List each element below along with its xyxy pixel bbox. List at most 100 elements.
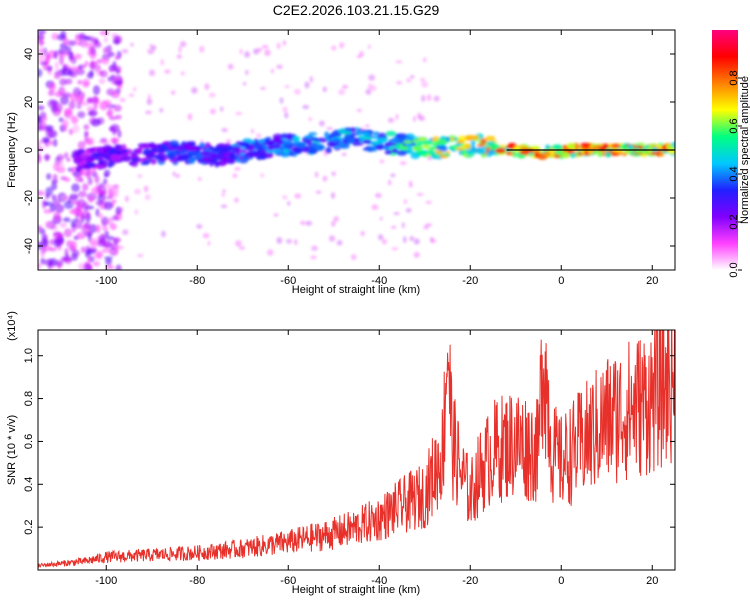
spectrogram-noise-blob xyxy=(104,256,113,261)
spectrogram-noise-blob xyxy=(421,81,429,88)
spectrogram-noise-blob xyxy=(360,230,365,237)
spectrogram-noise-blob xyxy=(51,182,58,191)
spectrogram-noise-blob xyxy=(416,192,424,196)
x-tick-label: 20 xyxy=(646,575,658,587)
spectrogram-noise-blob xyxy=(67,40,77,46)
spectrogram-ridge-blob xyxy=(224,160,236,164)
spectrogram-ridge-blob xyxy=(308,147,318,155)
spectrogram-noise-blob xyxy=(137,173,142,179)
spectrogram-noise-blob xyxy=(112,127,117,136)
spectrogram-noise-blob xyxy=(78,210,84,221)
spectrogram-ridge-blob xyxy=(366,145,375,153)
spectrogram-noise-blob xyxy=(191,86,198,94)
x-tick-label: -20 xyxy=(462,275,478,287)
spectrogram-noise-blob xyxy=(256,133,262,139)
spectrogram-ridge-blob xyxy=(260,153,267,160)
spectrogram-noise-blob xyxy=(234,197,239,203)
spectrogram-noise-blob xyxy=(147,48,155,55)
spectrogram-ridge-blob xyxy=(363,139,372,144)
spectrogram-noise-blob xyxy=(53,50,58,60)
spectrogram-noise-blob xyxy=(112,249,118,255)
spectrogram-ridge-blob xyxy=(472,134,480,141)
spectrogram-noise-blob xyxy=(113,185,119,194)
spectrogram-noise-blob xyxy=(59,78,68,86)
spectrogram-noise-blob xyxy=(46,173,52,180)
spectrogram-noise-blob xyxy=(70,116,79,125)
spectrogram-ridge-blob xyxy=(384,149,393,155)
spectrogram-noise-blob xyxy=(111,199,117,204)
spectrogram-noise-blob xyxy=(54,61,59,71)
snr-series-line xyxy=(38,330,675,568)
spectrogram-noise-blob xyxy=(302,105,310,110)
spectrogram-ridge-blob xyxy=(332,138,340,144)
spectrogram-noise-blob xyxy=(64,247,69,256)
spectrogram-noise-blob xyxy=(53,138,58,147)
spectrogram-noise-blob xyxy=(89,49,97,60)
spectrogram-noise-blob xyxy=(94,175,100,184)
spectrogram-noise-blob xyxy=(356,55,362,59)
spectrogram-ridge-blob xyxy=(140,161,150,166)
spectrogram-noise-blob xyxy=(97,193,106,203)
spectrogram-ridge-blob xyxy=(114,143,122,150)
spectrogram-noise-blob xyxy=(87,256,92,264)
spectrogram-ridge-blob xyxy=(176,146,183,152)
spectrogram-ridge-blob xyxy=(485,135,496,142)
spectrogram-noise-blob xyxy=(93,41,102,48)
spectrogram-noise-blob xyxy=(87,111,96,116)
spectrogram-noise-blob xyxy=(113,238,119,245)
spectrogram-noise-blob xyxy=(227,63,234,70)
spectrogram-noise-blob xyxy=(365,88,372,95)
spectrogram-noise-blob xyxy=(85,249,91,259)
spectrogram-noise-blob xyxy=(253,48,260,55)
spectrogram-noise-blob xyxy=(60,30,67,40)
spectrogram-noise-blob xyxy=(40,250,46,258)
spectrogram-noise-blob xyxy=(101,248,112,254)
spectrogram-noise-blob xyxy=(204,83,210,90)
spectrogram-noise-blob xyxy=(395,60,403,64)
spectrogram-noise-blob xyxy=(58,86,66,96)
spectrogram-noise-blob xyxy=(294,193,302,199)
spectrogram-noise-blob xyxy=(38,105,45,111)
spectrogram-noise-blob xyxy=(47,99,57,108)
spectrogram-ridge-blob xyxy=(413,145,424,150)
spectrogram-noise-blob xyxy=(62,64,68,72)
spectrogram-noise-blob xyxy=(284,85,290,89)
spectrogram-noise-blob xyxy=(54,160,65,168)
spectrogram-ridge-blob xyxy=(108,148,116,155)
spectrogram-noise-blob xyxy=(130,42,134,47)
spectrogram-noise-blob xyxy=(89,224,98,234)
spectrogram-ridge-blob xyxy=(244,152,255,158)
spectrogram-ridge-blob xyxy=(620,144,628,151)
spectrogram-noise-blob xyxy=(74,53,82,60)
spectrogram-noise-blob xyxy=(328,235,336,242)
spectrogram-ridge-blob xyxy=(98,146,104,153)
spectrogram-ridge-blob xyxy=(658,152,665,157)
spectrogram-noise-blob xyxy=(64,78,73,85)
spectrogram-marks xyxy=(38,30,675,270)
spectrogram-ridge-blob xyxy=(254,150,263,155)
spectrogram-noise-blob xyxy=(92,261,100,267)
spectrogram-ridge-blob xyxy=(416,149,428,156)
spectrogram-noise-blob xyxy=(239,48,243,55)
spectrogram-noise-blob xyxy=(402,236,407,244)
spectrogram-noise-blob xyxy=(49,203,56,213)
spectrogram-ridge-blob xyxy=(150,158,157,165)
spectrogram-ridge-blob xyxy=(545,144,551,150)
y-tick-label: 0.2 xyxy=(23,519,35,534)
spectrogram-ridge-blob xyxy=(156,143,162,149)
spectrogram-noise-blob xyxy=(143,185,149,193)
spectrogram-ridge-blob xyxy=(376,137,388,144)
spectrogram-noise-blob xyxy=(38,262,42,269)
spectrogram-noise-blob xyxy=(58,55,64,66)
spectrogram-noise-blob xyxy=(41,238,49,247)
spectrogram-noise-blob xyxy=(420,94,426,102)
spectrogram-noise-blob xyxy=(79,177,84,183)
spectrogram-ridge-blob xyxy=(201,155,212,163)
spectrogram-noise-blob xyxy=(207,240,211,246)
x-tick-label: -60 xyxy=(280,275,296,287)
spectrogram-noise-blob xyxy=(132,86,137,92)
spectrogram-noise-blob xyxy=(72,124,80,134)
x-tick-label: -100 xyxy=(95,275,117,287)
colorbar-tick-label: 0.2 xyxy=(728,214,740,229)
spectrogram-noise-blob xyxy=(293,239,298,246)
